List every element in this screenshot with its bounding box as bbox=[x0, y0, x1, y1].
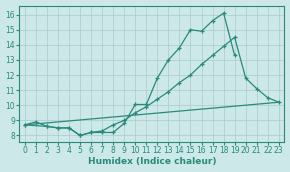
X-axis label: Humidex (Indice chaleur): Humidex (Indice chaleur) bbox=[88, 157, 216, 166]
